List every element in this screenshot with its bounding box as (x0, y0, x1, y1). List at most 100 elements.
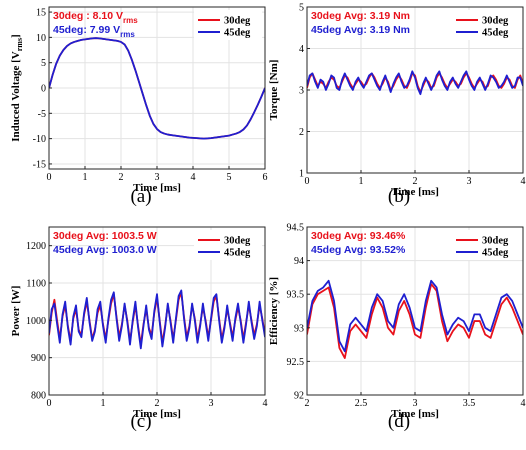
annotation-text: 45deg Avg: 1003.0 W (53, 244, 157, 256)
annotation-sub: rms (120, 30, 135, 39)
y-tick-label: 4 (299, 44, 304, 55)
annotation-text: 30deg : 8.10 V (53, 10, 123, 22)
legend-box (452, 10, 520, 40)
y-tick-label: 3 (299, 86, 304, 97)
y-tick-label: 92.5 (287, 357, 305, 368)
y-tick-label: 5 (299, 3, 304, 14)
x-axis-label: Time [ms] (133, 182, 181, 194)
x-tick-label: 3 (467, 176, 472, 187)
annotation-blue: 45deg Avg: 93.52% (311, 244, 406, 256)
series-line-45deg (307, 279, 523, 353)
x-axis-label: Time [ms] (133, 408, 181, 420)
y-axis-label-main: Torque [Nm] (268, 60, 280, 121)
annotation-red: 30deg Avg: 3.19 Nm (311, 10, 410, 22)
annotation-text: 30deg Avg: 1003.5 W (53, 230, 157, 242)
y-axis-label: Induced Voltage [Vrms] (10, 34, 24, 141)
y-tick-label: 1000 (26, 316, 46, 327)
chart-panel-d: 2 2.5 3 3.5 4 92 92.5 93 93.5 94 94.5 Time [ms] Effi… (268, 223, 526, 433)
legend-label-45deg: 45deg (482, 248, 509, 259)
x-tick-label: 4 (191, 172, 196, 183)
y-axis-label-main: Efficiency [%] (268, 277, 280, 345)
y-tick-label: 10 (36, 33, 46, 44)
y-tick-label: -10 (33, 134, 46, 145)
y-axis-label: Efficiency [%] (268, 277, 280, 345)
legend-label-30deg: 30deg (482, 16, 509, 27)
chart-panel-c: 0 1 2 3 4 800 900 1000 1100 1200 Time [ms] Power [W… (10, 226, 268, 432)
panel-caption: (a) (130, 186, 151, 207)
x-axis-label: Time [ms] (391, 408, 439, 420)
panel-caption: (c) (130, 411, 151, 432)
series-line-45deg (49, 289, 265, 350)
legend-label-45deg: 45deg (224, 28, 251, 39)
legend-label-30deg: 30deg (482, 236, 509, 247)
y-axis-label-main: Induced Voltage [V (10, 51, 22, 142)
legend-label-45deg: 45deg (482, 28, 509, 39)
panel-caption: (d) (388, 411, 410, 432)
legend-label-30deg: 30deg (224, 16, 251, 27)
x-tick-label: 3 (413, 398, 418, 409)
y-axis-label-main: Power [W] (10, 286, 22, 337)
x-tick-label: 2 (155, 398, 160, 409)
legend-label-30deg: 30deg (224, 236, 251, 247)
y-tick-label: 2 (299, 127, 304, 138)
panel-caption: (b) (388, 186, 410, 207)
x-tick-label: 2 (305, 398, 310, 409)
x-tick-label: 2 (119, 172, 124, 183)
annotation-text: 45deg Avg: 3.19 Nm (311, 24, 410, 36)
x-tick-label: 3 (209, 398, 214, 409)
y-tick-label: 15 (36, 8, 46, 19)
x-tick-label: 3 (155, 172, 160, 183)
y-tick-label: 94.5 (287, 223, 305, 234)
annotation-red: 30deg : 8.10 Vrms (53, 10, 138, 25)
y-tick-label: 5 (41, 58, 46, 69)
annotation-blue: 45deg: 7.99 Vrms (53, 24, 135, 39)
y-tick-label: 1100 (26, 279, 46, 290)
x-tick-label: 4 (263, 398, 268, 409)
x-tick-label: 2.5 (355, 398, 368, 409)
x-tick-label: 6 (263, 172, 268, 183)
y-tick-label: 93.5 (287, 290, 305, 301)
y-axis-label: Power [W] (10, 286, 22, 337)
series-line-45deg (49, 37, 265, 140)
y-tick-label: 1 (299, 169, 304, 180)
annotation-blue: 45deg Avg: 1003.0 W (53, 244, 157, 256)
y-axis-label-sub: rms (15, 38, 24, 51)
x-tick-label: 4 (521, 398, 526, 409)
x-tick-label: 2 (413, 176, 418, 187)
annotation-red: 30deg Avg: 93.46% (311, 230, 406, 242)
annotation-text: 30deg Avg: 3.19 Nm (311, 10, 410, 22)
legend-box (194, 10, 262, 40)
x-tick-label: 5 (227, 172, 232, 183)
y-tick-label: 92 (294, 391, 304, 402)
x-tick-label: 1 (83, 172, 88, 183)
legend-label-45deg: 45deg (224, 248, 251, 259)
y-axis-label-close: ] (10, 34, 22, 38)
y-tick-label: 94 (294, 256, 304, 267)
annotation-text: 30deg Avg: 93.46% (311, 230, 406, 242)
annotation-blue: 45deg Avg: 3.19 Nm (311, 24, 410, 36)
series-line-45deg (307, 70, 523, 96)
x-tick-label: 0 (47, 172, 52, 183)
legend-box (452, 230, 520, 260)
x-axis-label: Time [ms] (391, 186, 439, 198)
chart-panel-a: 0 1 2 3 4 5 6 -15 -10 -5 0 5 10 15 Time [ms] Induced Vo… (10, 6, 268, 207)
x-tick-label: 4 (521, 176, 526, 187)
y-tick-label: 900 (31, 353, 46, 364)
annotation-sub: rms (123, 16, 138, 25)
y-tick-label: 93 (294, 323, 304, 334)
x-tick-label: 3.5 (463, 398, 476, 409)
y-tick-label: 0 (41, 84, 46, 95)
x-tick-label: 1 (101, 398, 106, 409)
y-tick-label: 800 (31, 391, 46, 402)
annotation-red: 30deg Avg: 1003.5 W (53, 230, 157, 242)
y-axis-label: Torque [Nm] (268, 60, 280, 121)
annotation-text: 45deg: 7.99 V (53, 24, 120, 36)
x-tick-label: 0 (305, 176, 310, 187)
x-tick-label: 0 (47, 398, 52, 409)
legend-box (194, 230, 262, 260)
y-tick-label: -15 (33, 159, 46, 170)
annotation-text: 45deg Avg: 93.52% (311, 244, 406, 256)
y-tick-label: 1200 (26, 241, 46, 252)
